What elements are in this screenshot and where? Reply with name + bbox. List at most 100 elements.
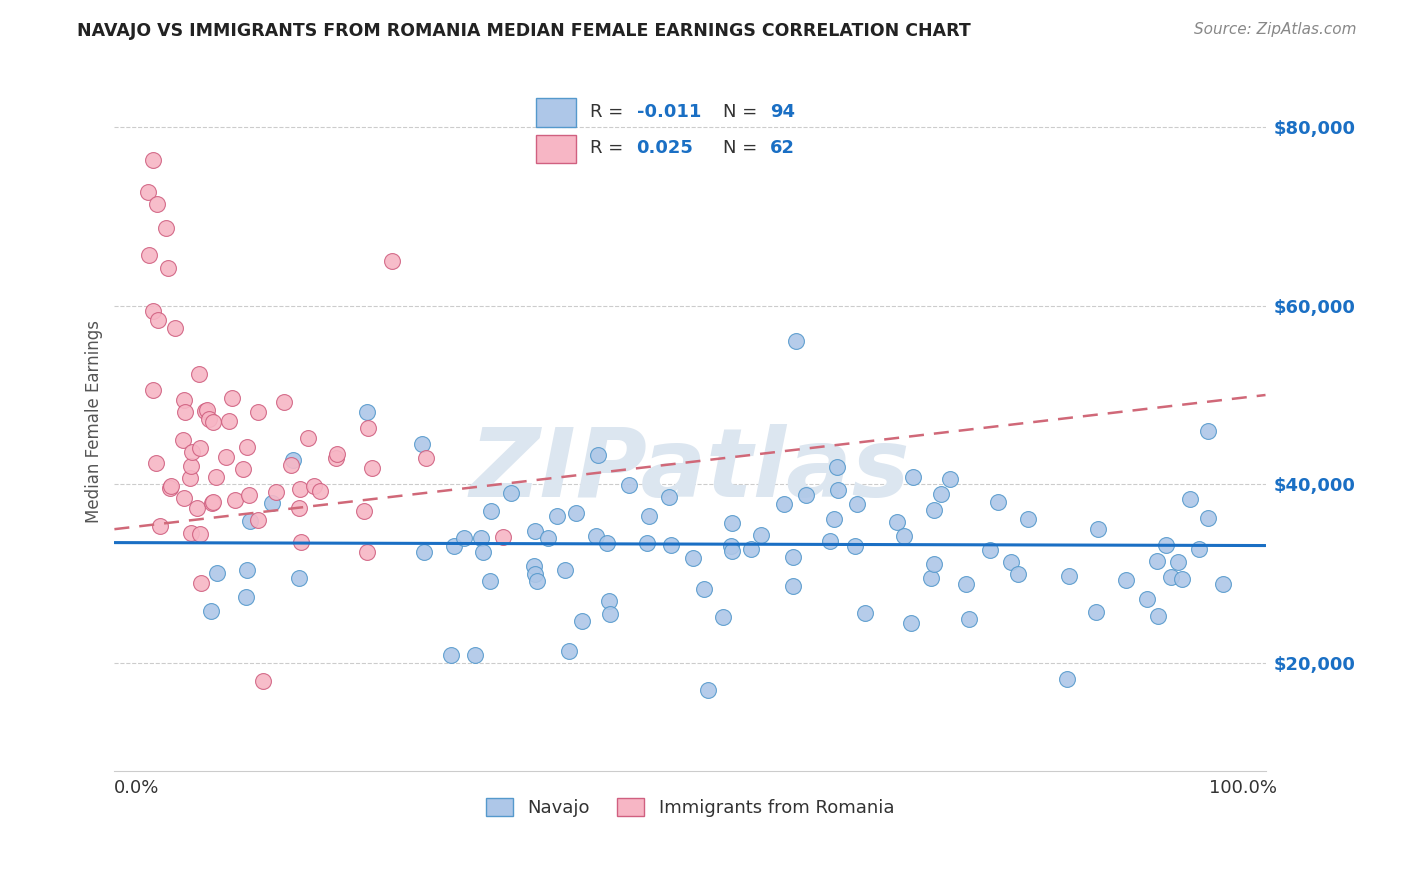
Point (571, 614, 593, 628)
Point (682, 550, 704, 565)
Point (1007, 566, 1029, 581)
Point (215, 450, 238, 464)
Point (1197, 424, 1219, 438)
Legend: Navajo, Immigrants from Romania: Navajo, Immigrants from Romania (478, 790, 901, 824)
Point (145, 197, 167, 211)
Point (1084, 605, 1107, 619)
Point (190, 575, 212, 590)
Point (979, 542, 1001, 557)
Point (142, 153, 165, 167)
Point (1197, 511, 1219, 525)
Point (617, 478, 640, 492)
Point (845, 497, 868, 511)
Point (157, 261, 180, 276)
Point (142, 383, 165, 397)
Point (721, 544, 744, 558)
Point (159, 481, 181, 495)
Point (198, 411, 221, 425)
Point (174, 405, 197, 419)
Point (411, 437, 433, 451)
Point (204, 469, 226, 483)
Point (658, 490, 681, 504)
Point (740, 541, 762, 556)
Point (1160, 570, 1182, 584)
Point (1171, 572, 1194, 586)
Point (499, 485, 522, 500)
Point (523, 524, 546, 538)
Point (205, 566, 228, 581)
Point (886, 515, 908, 529)
Point (356, 405, 378, 419)
Point (239, 514, 262, 528)
Point (297, 431, 319, 445)
Point (186, 501, 208, 516)
Point (180, 525, 202, 540)
Point (693, 582, 716, 597)
Point (325, 451, 347, 466)
Point (554, 563, 576, 577)
Point (188, 441, 211, 455)
Point (749, 528, 772, 542)
Point (1057, 569, 1080, 583)
Point (381, 253, 404, 268)
Point (785, 334, 807, 349)
Point (246, 405, 269, 419)
Point (782, 549, 804, 564)
Point (238, 488, 260, 502)
Point (596, 536, 619, 550)
Point (247, 513, 270, 527)
Point (221, 391, 243, 405)
Point (546, 509, 568, 524)
Point (987, 494, 1010, 508)
Point (412, 545, 434, 559)
Point (273, 394, 295, 409)
Point (287, 571, 309, 585)
Point (1167, 556, 1189, 570)
Point (173, 491, 195, 505)
Point (844, 539, 866, 553)
Point (523, 559, 546, 574)
Point (163, 321, 186, 335)
Point (236, 563, 259, 577)
Point (155, 220, 177, 235)
Point (638, 508, 661, 523)
Point (853, 607, 876, 621)
Point (598, 594, 620, 608)
Point (201, 496, 224, 510)
Point (443, 539, 465, 553)
Point (929, 487, 952, 501)
Point (1115, 573, 1137, 587)
Point (326, 447, 349, 461)
Point (194, 404, 217, 418)
Point (1178, 491, 1201, 506)
Point (720, 539, 742, 553)
Point (636, 536, 658, 550)
Point (302, 478, 325, 492)
Point (659, 538, 682, 552)
Point (470, 532, 492, 546)
Point (440, 648, 463, 662)
Point (939, 472, 962, 486)
Point (1154, 537, 1177, 551)
Point (142, 304, 165, 318)
Point (523, 567, 546, 582)
Point (264, 484, 287, 499)
Point (492, 530, 515, 544)
Point (200, 604, 222, 618)
Point (585, 529, 607, 543)
Point (235, 441, 257, 455)
Text: ZIPatlas: ZIPatlas (470, 425, 910, 517)
Point (360, 461, 382, 475)
Point (586, 448, 609, 462)
Point (224, 493, 246, 508)
Point (823, 512, 845, 526)
Point (188, 367, 211, 381)
Point (478, 574, 501, 588)
Point (893, 529, 915, 543)
Point (697, 683, 720, 698)
Point (565, 507, 588, 521)
Point (281, 453, 304, 467)
Point (179, 471, 201, 485)
Point (173, 392, 195, 407)
Point (288, 501, 311, 516)
